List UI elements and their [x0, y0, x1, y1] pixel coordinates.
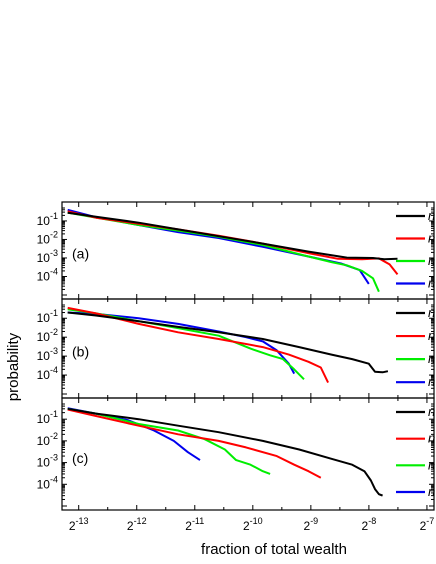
- y-tick-label: 10-2: [37, 431, 58, 448]
- y-tick-label: 10-3: [37, 453, 58, 470]
- legend-entry: n: [428, 305, 435, 320]
- series-line: [67, 311, 296, 375]
- series-line: [67, 211, 380, 293]
- y-axis-label: probability: [5, 332, 22, 401]
- series-line: [67, 407, 383, 497]
- x-tick-label: 2-7: [420, 516, 435, 533]
- legend-entry: n: [428, 328, 435, 343]
- y-tick-label: 10-3: [37, 248, 58, 265]
- x-tick-label: 2-13: [69, 516, 89, 533]
- legend-entry: n: [428, 457, 435, 472]
- x-tick-label: 2-9: [304, 516, 319, 533]
- x-axis-label: fraction of total wealth: [201, 541, 347, 558]
- y-tick-label: 10-2: [37, 229, 58, 246]
- x-tick-label: 2-10: [243, 516, 263, 533]
- series-line: [67, 311, 389, 374]
- legend-entry: n: [428, 208, 435, 223]
- panel-frame: [61, 201, 435, 300]
- y-tick-label: 10-3: [37, 346, 58, 363]
- legend-entry: n: [428, 431, 435, 446]
- y-tick-label: 10-1: [37, 308, 58, 325]
- series-line: [67, 408, 322, 479]
- x-tick-label: 2-8: [362, 516, 377, 533]
- legend-entry: n: [428, 374, 435, 389]
- panel-label: (c): [72, 450, 88, 466]
- legend-entry: n: [428, 404, 435, 419]
- legend-entry: n: [428, 231, 435, 246]
- panel-frame: [61, 397, 435, 511]
- y-tick-label: 10-2: [37, 327, 58, 344]
- series-line: [67, 407, 271, 475]
- panel-label: (b): [72, 343, 89, 359]
- x-tick-label: 2-11: [185, 516, 204, 533]
- legend-entry: n: [428, 484, 435, 499]
- y-tick-label: 10-1: [37, 211, 58, 228]
- y-tick-label: 10-1: [37, 409, 58, 426]
- legend-entry: n: [428, 253, 435, 268]
- y-tick-label: 10-4: [37, 474, 58, 491]
- x-tick-label: 2-12: [127, 516, 147, 533]
- legend-entry: n: [428, 276, 435, 291]
- panel-label: (a): [72, 245, 89, 261]
- y-tick-label: 10-4: [37, 266, 58, 283]
- legend-entry: n: [428, 351, 435, 366]
- series-line: [67, 211, 398, 261]
- y-tick-label: 10-4: [37, 365, 58, 382]
